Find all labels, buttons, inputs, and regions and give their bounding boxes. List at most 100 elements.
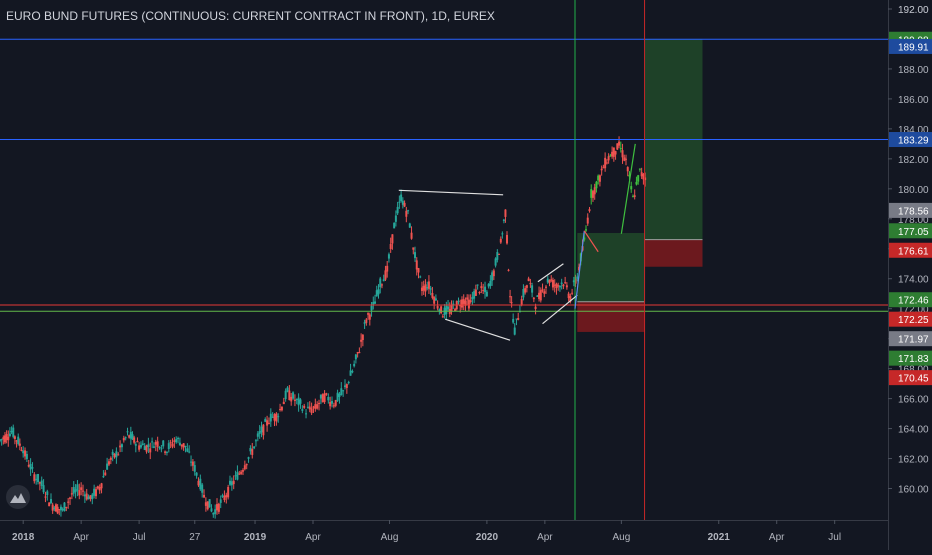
candle-body [100,483,103,489]
candle-body [527,278,530,282]
candle-body [2,437,5,440]
candle-body [334,400,337,406]
candle-body [70,493,73,495]
candle-body [565,285,568,288]
trendline[interactable] [583,230,599,253]
trendline[interactable] [398,189,504,196]
candle-body [122,438,125,441]
candle-body [8,433,11,436]
tradingview-logo[interactable] [6,485,30,509]
candle-body [67,501,70,503]
candle-body [635,181,638,185]
time-axis[interactable]: 2018 Apr Jul 27 2019 Apr Aug 2020 Apr Aug 2021 Apr J… [0,520,888,550]
candle-body [482,290,485,292]
candle-body [484,286,487,293]
candle-body [117,454,120,456]
long-position-stop-zone[interactable] [644,239,703,267]
candle-body [539,290,542,301]
price-axis[interactable]: 160.00162.00164.00166.00168.00170.00172.… [888,0,932,550]
candle-body [254,440,257,442]
candle-body [474,289,477,296]
candle-body [20,449,23,451]
candle-body [504,209,507,217]
candle-body [230,481,233,486]
candle-body [173,440,176,443]
candle-body [387,254,390,259]
candle-body [374,301,377,304]
candle-body [429,288,432,290]
candle-body [280,406,283,411]
x-tick-label: Aug [381,532,399,543]
candle-body [234,475,237,477]
candle-body [104,472,107,476]
trendline[interactable] [620,143,636,234]
candle-body [271,416,274,418]
horizontal-lines[interactable] [0,38,888,312]
candle-body [454,309,457,311]
candle-body [356,352,359,354]
candle-body [115,451,118,458]
candle-body [619,148,622,150]
candle-body [138,445,141,450]
candle-body [638,168,641,170]
candle-body [193,465,196,472]
candle-body [10,430,13,433]
candle-body [241,470,244,472]
trendline[interactable] [542,294,578,325]
candle-body [78,490,81,496]
candle-body [485,291,488,297]
candle-body [343,385,346,387]
mountain-icon [10,493,26,503]
candle-body [469,300,472,303]
candle-body [223,495,226,500]
candle-body [538,292,541,299]
trendline[interactable] [537,263,564,283]
candle-body [531,285,534,293]
candle-body [564,282,567,284]
candle-body [588,209,591,212]
candle-body [358,352,361,354]
candle-body [169,442,172,444]
candle-body [316,404,319,409]
candle-body [541,289,544,291]
candle-body [111,451,114,455]
candle-body [405,210,408,217]
long-position-profit-zone[interactable] [577,233,645,302]
candle-body [15,440,18,442]
candle-body [394,215,397,222]
x-tick-label: 2019 [244,532,267,543]
candle-body [621,150,624,158]
candle-body [415,260,418,270]
candle-body [292,392,295,399]
candle-body [560,282,563,285]
candle-body [510,302,513,304]
candle-body [400,194,403,202]
candle-body [420,287,423,291]
candle-body [375,290,378,297]
y-tick-label: 192.00 [898,5,929,16]
candle-body [58,509,61,511]
long-position-stop-zone[interactable] [577,301,645,332]
trendlines[interactable] [398,143,636,341]
candle-body [56,506,59,514]
candle-body [436,306,439,309]
candle-body [363,322,366,324]
candle-body [529,283,532,285]
trendline[interactable] [444,318,511,341]
candle-body [65,506,68,508]
candle-body [152,446,155,448]
candle-body [98,487,101,491]
candle-body [586,217,589,224]
x-tick-label: Apr [305,532,321,543]
trendline[interactable] [574,230,585,309]
candle-body [37,473,40,483]
candle-body [496,252,499,260]
candle-body [329,401,332,407]
candle-body [321,394,324,403]
candle-body [342,390,345,392]
candle-body [498,253,501,255]
candle-body [245,464,248,466]
candle-body [151,441,154,443]
